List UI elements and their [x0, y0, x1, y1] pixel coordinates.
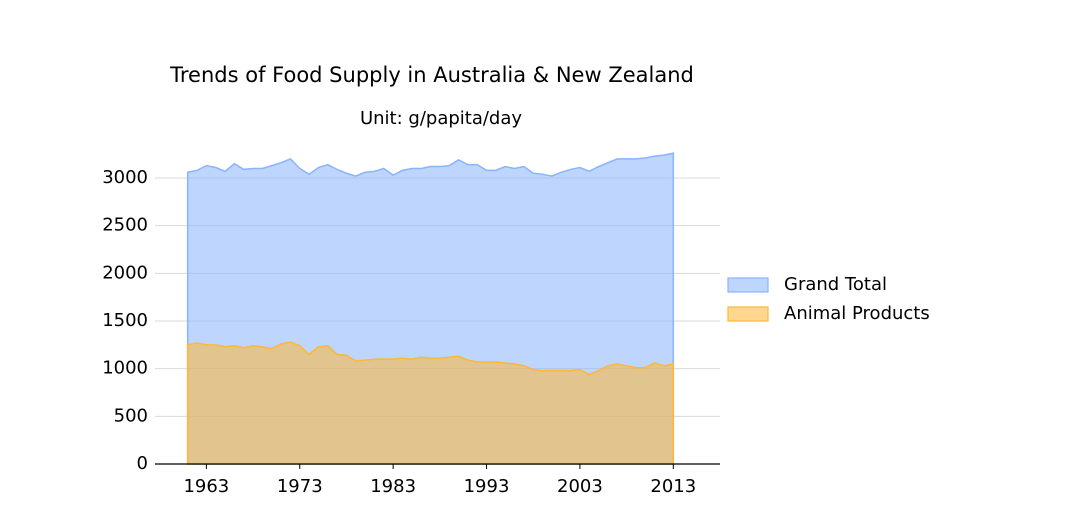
x-tick-label: 1983: [370, 476, 416, 497]
y-tick-label: 2500: [102, 215, 148, 236]
y-tick-label: 0: [137, 453, 148, 474]
x-tick-label: 2013: [650, 476, 696, 497]
x-tick-label: 2003: [557, 476, 603, 497]
area: [186, 341, 675, 465]
y-tick-label: 3000: [102, 167, 148, 188]
x-tick-label: 1973: [277, 476, 323, 497]
y-tick-label: 1000: [102, 358, 148, 379]
chart-title: Trends of Food Supply in Australia & New…: [169, 63, 694, 87]
legend-swatch: [727, 306, 769, 322]
legend-label: Grand Total: [784, 274, 887, 295]
x-tick-label: 1963: [183, 476, 229, 497]
y-tick-label: 2000: [102, 262, 148, 283]
chart-subtitle: Unit: g/papita/day: [360, 108, 522, 129]
y-tick-label: 1500: [102, 310, 148, 331]
legend-label: Animal Products: [784, 303, 930, 324]
legend-swatch: [727, 277, 769, 293]
x-tick-label: 1993: [464, 476, 510, 497]
y-tick-label: 500: [114, 405, 148, 426]
